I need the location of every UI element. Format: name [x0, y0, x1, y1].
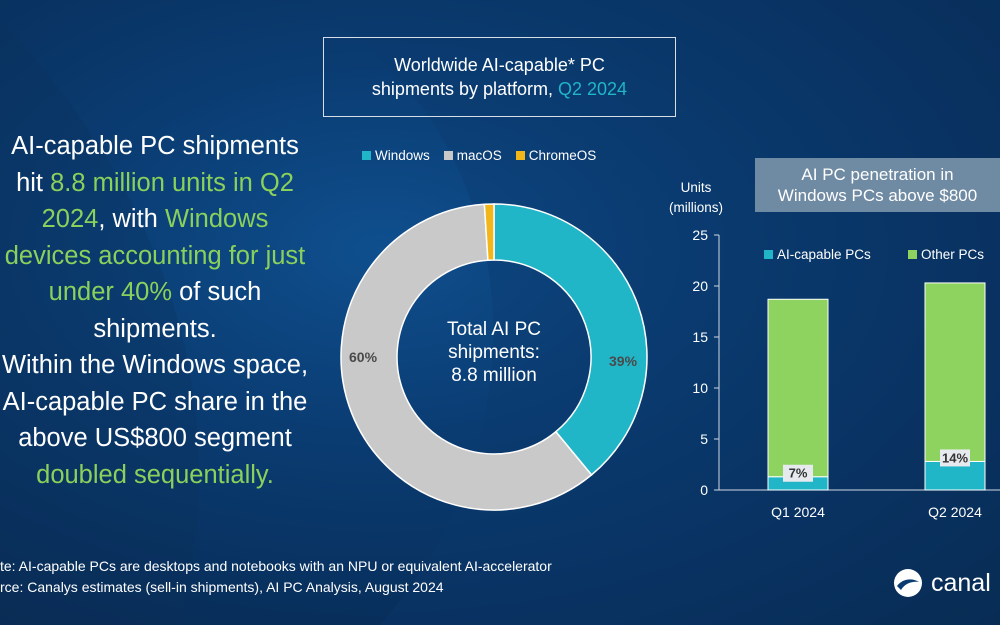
title-period: Q2 2024	[558, 79, 628, 99]
penetration-label: 14%	[942, 450, 968, 465]
legend-label: AI-capable PCs	[777, 247, 871, 262]
canalys-logo-icon	[894, 569, 922, 597]
legend-swatch	[515, 151, 525, 160]
y-tick-label: 10	[692, 380, 708, 396]
legend-item-macos: macOS	[443, 148, 502, 163]
headline-highlight: Windows	[164, 205, 269, 233]
headline-highlight: 2024	[41, 205, 99, 233]
y-axis-title-line: Units	[680, 180, 712, 195]
headline-line: AI-capable PC share in the	[2, 387, 308, 416]
penetration-label-box	[783, 464, 813, 482]
penetration-label: 7%	[789, 466, 808, 481]
footnote-source: rce: Canalys estimates (sell-in shipment…	[0, 579, 444, 595]
legend-swatch	[443, 151, 453, 160]
macos-share-label: 60%	[349, 349, 378, 365]
legend-item-chromeos: ChromeOS	[515, 148, 597, 163]
donut-slice-windows	[493, 203, 648, 476]
headline-highlight: devices accounting for just	[4, 241, 306, 270]
y-axis-title: Units (millions)	[655, 178, 737, 218]
headline-line: of such	[172, 278, 262, 306]
headline-line: shipments.	[93, 314, 217, 343]
x-category-label: Q1 2024	[771, 504, 825, 520]
canalys-logo: canal	[893, 568, 991, 598]
legend-label: Other PCs	[921, 247, 984, 262]
y-tick-label: 5	[700, 431, 708, 447]
donut-center-label: Total AI PC shipments: 8.8 million	[404, 318, 584, 387]
y-tick-label: 0	[700, 482, 708, 498]
legend-swatch-ai-capable	[764, 250, 773, 259]
donut-legend: Windows macOS ChromeOS	[362, 148, 596, 163]
bar-other-pcs	[924, 282, 986, 462]
y-axis-title-line: (millions)	[669, 200, 723, 215]
headline-text: AI-capable PC shipments hit 8.8 million …	[0, 128, 320, 493]
penetration-label-box	[940, 449, 970, 467]
bar-chart-title: AI PC penetration in Windows PCs above $…	[755, 158, 1000, 212]
donut-slice-macos	[340, 203, 593, 511]
windows-share-label: 39%	[609, 353, 638, 369]
headline-line: hit	[16, 168, 51, 197]
title-line: shipments by platform,	[371, 79, 558, 99]
y-tick-label: 15	[692, 329, 708, 345]
legend-label: ChromeOS	[528, 148, 597, 163]
title-line: AI PC penetration in	[801, 165, 954, 184]
headline-line: AI-capable PC shipments	[11, 132, 299, 160]
title-line: Windows PCs above $800	[777, 186, 978, 205]
donut-chart-title: Worldwide AI-capable* PC shipments by pl…	[323, 37, 676, 117]
legend-swatch-other	[908, 250, 917, 259]
footnotes: te: AI-capable PCs are desktops and note…	[0, 556, 552, 598]
legend-label: macOS	[456, 148, 502, 163]
center-line: Total AI PC	[447, 319, 541, 340]
headline-line: , with	[98, 205, 165, 233]
headline-highlight: under 40%	[48, 278, 173, 306]
donut-slice-chromeos	[483, 203, 495, 261]
bar-other-pcs	[767, 298, 829, 478]
headline-line: above US$800 segment	[18, 424, 292, 452]
legend-swatch	[362, 151, 371, 160]
y-tick-label: 25	[692, 227, 708, 243]
headline-highlight: doubled sequentially.	[36, 460, 274, 489]
title-line: Worldwide AI-capable* PC	[394, 55, 605, 75]
center-line: shipments:	[448, 342, 540, 363]
x-category-label: Q2 2024	[928, 504, 982, 520]
legend-label: Windows	[375, 148, 430, 163]
logo-text: canal	[931, 568, 991, 597]
y-tick-label: 20	[692, 278, 708, 294]
legend-item-windows: Windows	[362, 148, 430, 163]
center-line: 8.8 million	[451, 365, 537, 386]
footnote-definition: te: AI-capable PCs are desktops and note…	[0, 558, 552, 574]
headline-highlight: 8.8 million units in Q2	[50, 168, 294, 197]
headline-line: Within the Windows space,	[1, 351, 309, 379]
